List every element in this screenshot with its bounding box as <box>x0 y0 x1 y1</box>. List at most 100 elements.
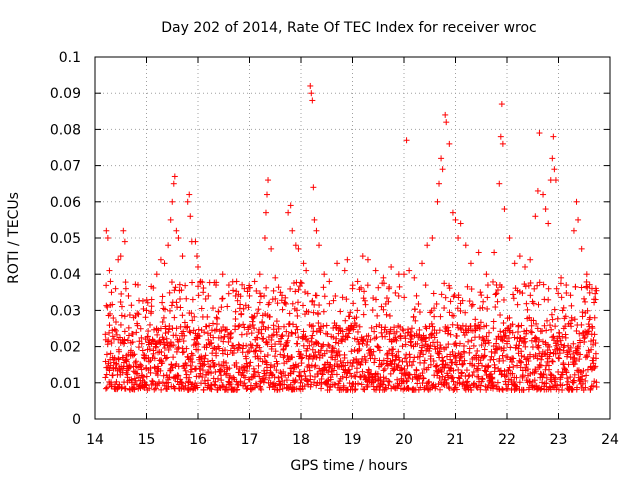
baseline-point <box>275 284 282 291</box>
baseline-point <box>129 339 136 346</box>
baseline-point <box>593 383 600 390</box>
baseline-point <box>102 374 109 381</box>
baseline-point <box>475 360 482 367</box>
baseline-point <box>578 321 585 328</box>
baseline-point <box>395 348 402 355</box>
baseline-point <box>326 343 333 350</box>
baseline-point <box>141 352 148 359</box>
baseline-point <box>403 351 410 358</box>
baseline-point <box>548 311 555 318</box>
baseline-point <box>282 294 289 301</box>
baseline-point <box>307 376 314 383</box>
baseline-point <box>124 371 131 378</box>
baseline-point <box>183 324 190 331</box>
baseline-point <box>255 306 262 313</box>
baseline-point <box>279 306 286 313</box>
baseline-point <box>516 379 523 386</box>
baseline-point <box>503 372 510 379</box>
baseline-point <box>533 320 540 327</box>
baseline-point <box>461 349 468 356</box>
baseline-point <box>240 305 247 312</box>
baseline-point <box>552 323 559 330</box>
baseline-point <box>433 330 440 337</box>
baseline-point <box>113 361 120 368</box>
baseline-point <box>219 350 226 357</box>
data-point <box>455 235 462 241</box>
baseline-point <box>410 385 417 392</box>
baseline-point <box>316 302 323 309</box>
baseline-point <box>111 326 118 333</box>
baseline-point <box>248 330 255 337</box>
baseline-point <box>286 310 293 317</box>
baseline-point <box>515 328 522 335</box>
baseline-point <box>539 328 546 335</box>
x-tick-label: 17 <box>241 432 259 448</box>
baseline-point <box>177 304 184 311</box>
baseline-point <box>253 287 260 294</box>
baseline-point <box>500 296 507 303</box>
baseline-point <box>494 298 501 305</box>
baseline-point <box>266 313 273 320</box>
baseline-point <box>551 337 558 344</box>
baseline-point <box>135 281 142 288</box>
baseline-point <box>293 323 300 330</box>
y-tick-label: 0.06 <box>50 195 81 211</box>
baseline-point <box>479 304 486 311</box>
baseline-point <box>274 360 281 367</box>
baseline-point <box>260 379 267 386</box>
data-point <box>117 253 124 260</box>
baseline-point <box>335 340 342 347</box>
baseline-point <box>463 379 470 386</box>
baseline-point <box>243 342 250 349</box>
baseline-point <box>183 362 190 369</box>
baseline-point <box>370 295 377 302</box>
baseline-point <box>582 384 589 391</box>
baseline-point <box>588 366 595 373</box>
baseline-point <box>139 347 146 354</box>
baseline-point <box>280 323 287 330</box>
baseline-point <box>189 296 196 303</box>
baseline-point <box>414 340 421 347</box>
baseline-point <box>146 346 153 353</box>
baseline-point <box>554 338 561 345</box>
data-point <box>411 274 418 281</box>
baseline-point <box>447 365 454 372</box>
baseline-point <box>471 380 478 387</box>
baseline-point <box>385 298 392 305</box>
baseline-point <box>113 331 120 338</box>
baseline-point <box>518 352 525 359</box>
baseline-point <box>160 336 167 343</box>
baseline-point <box>436 348 443 355</box>
baseline-point <box>374 343 381 350</box>
baseline-point <box>380 306 387 313</box>
baseline-point <box>208 339 215 346</box>
baseline-point <box>369 307 376 314</box>
baseline-point <box>351 347 358 354</box>
baseline-point <box>510 363 517 370</box>
baseline-point <box>122 279 129 286</box>
data-point <box>438 155 445 162</box>
baseline-point <box>591 314 598 321</box>
baseline-point <box>371 355 378 362</box>
baseline-point <box>110 315 117 322</box>
baseline-point <box>374 370 381 377</box>
baseline-point <box>167 339 174 346</box>
baseline-point <box>200 386 207 393</box>
baseline-point <box>210 305 217 312</box>
baseline-point <box>401 365 408 372</box>
data-point <box>310 184 317 191</box>
data-point <box>388 263 395 270</box>
baseline-point <box>103 302 110 309</box>
baseline-point <box>421 357 428 364</box>
baseline-point <box>457 307 464 314</box>
y-tick-label: 0.07 <box>50 159 81 175</box>
baseline-point <box>465 373 472 380</box>
baseline-point <box>450 367 457 374</box>
baseline-point <box>194 384 201 391</box>
baseline-point <box>106 367 113 374</box>
baseline-point <box>181 332 188 339</box>
baseline-point <box>285 332 292 339</box>
data-point <box>592 296 599 303</box>
baseline-point <box>396 283 403 290</box>
baseline-point <box>162 355 169 362</box>
